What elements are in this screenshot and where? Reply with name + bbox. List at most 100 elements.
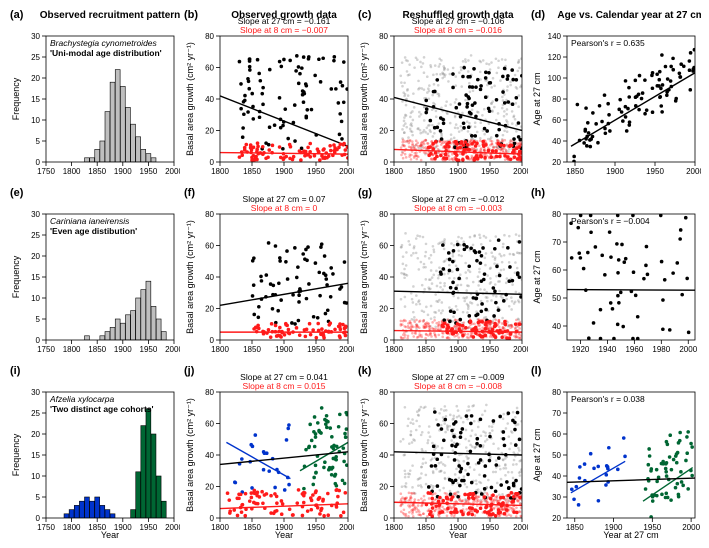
svg-text:Basal area growth (cm² yr⁻¹): Basal area growth (cm² yr⁻¹) bbox=[359, 220, 369, 334]
svg-text:Year: Year bbox=[101, 530, 119, 540]
svg-text:1750: 1750 bbox=[37, 167, 55, 176]
svg-text:5: 5 bbox=[36, 315, 41, 324]
svg-text:60: 60 bbox=[552, 116, 561, 125]
svg-text:1900: 1900 bbox=[114, 345, 132, 354]
svg-text:Age at 27 cm: Age at 27 cm bbox=[532, 250, 542, 303]
svg-text:(f): (f) bbox=[184, 187, 195, 199]
svg-text:60: 60 bbox=[379, 64, 388, 73]
svg-text:2000: 2000 bbox=[339, 345, 354, 354]
svg-text:1950: 1950 bbox=[307, 167, 325, 176]
svg-text:Brachystegia cynometroides: Brachystegia cynometroides bbox=[50, 38, 158, 48]
panel-j: (j)Slope at 27 cm = 0.041Slope at 8 cm =… bbox=[182, 364, 354, 540]
svg-text:10: 10 bbox=[31, 472, 40, 481]
svg-text:Basal area growth (cm² yr⁻¹): Basal area growth (cm² yr⁻¹) bbox=[185, 398, 195, 512]
svg-text:60: 60 bbox=[552, 266, 561, 275]
svg-text:25: 25 bbox=[31, 231, 40, 240]
svg-text:(b): (b) bbox=[184, 9, 198, 21]
svg-text:Year: Year bbox=[448, 530, 466, 540]
svg-text:(d): (d) bbox=[531, 9, 545, 21]
svg-text:Cariniana ianeirensis: Cariniana ianeirensis bbox=[50, 216, 130, 226]
panel-d: (d)Age vs. Calendar year at 27 cmPearson… bbox=[529, 8, 701, 184]
panel-c: (c)Reshuffled growth dataSlope at 27 cm … bbox=[356, 8, 528, 184]
svg-text:0: 0 bbox=[383, 514, 388, 523]
svg-text:2000: 2000 bbox=[165, 345, 180, 354]
svg-text:Basal area growth (cm² yr⁻¹): Basal area growth (cm² yr⁻¹) bbox=[359, 398, 369, 512]
svg-text:1850: 1850 bbox=[566, 167, 584, 176]
svg-text:2000: 2000 bbox=[165, 523, 180, 532]
panel-e: (e)Cariniana ianeirensis'Even age distib… bbox=[8, 186, 180, 362]
svg-text:120: 120 bbox=[548, 53, 562, 62]
svg-text:0: 0 bbox=[36, 514, 41, 523]
svg-text:Frequency: Frequency bbox=[11, 255, 21, 298]
svg-text:1850: 1850 bbox=[417, 523, 435, 532]
svg-text:0: 0 bbox=[383, 336, 388, 345]
svg-text:1950: 1950 bbox=[481, 167, 499, 176]
svg-text:140: 140 bbox=[548, 32, 562, 41]
svg-text:(k): (k) bbox=[358, 365, 372, 377]
svg-text:20: 20 bbox=[379, 305, 388, 314]
svg-text:30: 30 bbox=[31, 210, 40, 219]
svg-text:60: 60 bbox=[205, 242, 214, 251]
svg-text:1940: 1940 bbox=[599, 345, 617, 354]
svg-text:(i): (i) bbox=[10, 365, 21, 377]
svg-text:20: 20 bbox=[552, 158, 561, 167]
svg-text:Slope at 8 cm = 0: Slope at 8 cm = 0 bbox=[251, 203, 318, 213]
svg-text:(g): (g) bbox=[358, 187, 372, 199]
panel-f: (f)Slope at 27 cm = 0.07Slope at 8 cm = … bbox=[182, 186, 354, 362]
svg-text:1950: 1950 bbox=[481, 345, 499, 354]
svg-text:50: 50 bbox=[552, 451, 561, 460]
svg-text:40: 40 bbox=[205, 95, 214, 104]
svg-text:2000: 2000 bbox=[680, 345, 698, 354]
svg-text:40: 40 bbox=[379, 95, 388, 104]
svg-text:40: 40 bbox=[552, 472, 561, 481]
svg-text:Basal area growth (cm² yr⁻¹): Basal area growth (cm² yr⁻¹) bbox=[185, 220, 195, 334]
svg-text:80: 80 bbox=[379, 210, 388, 219]
svg-text:80: 80 bbox=[205, 32, 214, 41]
svg-text:80: 80 bbox=[552, 388, 561, 397]
svg-text:Year at 27 cm: Year at 27 cm bbox=[604, 530, 659, 540]
svg-text:1800: 1800 bbox=[385, 523, 403, 532]
svg-text:2000: 2000 bbox=[165, 167, 180, 176]
svg-text:1960: 1960 bbox=[626, 345, 644, 354]
svg-text:20: 20 bbox=[31, 430, 40, 439]
svg-text:1800: 1800 bbox=[63, 167, 81, 176]
svg-text:40: 40 bbox=[205, 273, 214, 282]
svg-text:0: 0 bbox=[36, 336, 41, 345]
svg-text:1800: 1800 bbox=[211, 345, 229, 354]
svg-text:25: 25 bbox=[31, 53, 40, 62]
svg-text:20: 20 bbox=[31, 74, 40, 83]
svg-text:Age at 27 cm: Age at 27 cm bbox=[532, 72, 542, 125]
svg-text:'Two distinct age cohorts': 'Two distinct age cohorts' bbox=[50, 404, 154, 414]
panel-l: (l)Pearson's r = 0.038185019001950200020… bbox=[529, 364, 701, 540]
svg-text:(c): (c) bbox=[358, 9, 372, 21]
svg-text:1850: 1850 bbox=[243, 345, 261, 354]
svg-text:1800: 1800 bbox=[63, 523, 81, 532]
svg-text:1800: 1800 bbox=[385, 345, 403, 354]
svg-text:15: 15 bbox=[31, 95, 40, 104]
svg-text:40: 40 bbox=[379, 451, 388, 460]
svg-text:1950: 1950 bbox=[307, 345, 325, 354]
svg-text:1950: 1950 bbox=[140, 167, 158, 176]
svg-text:0: 0 bbox=[36, 158, 41, 167]
svg-text:(e): (e) bbox=[10, 187, 24, 199]
svg-text:1900: 1900 bbox=[449, 167, 467, 176]
svg-text:1750: 1750 bbox=[37, 523, 55, 532]
svg-text:Age at 27 cm: Age at 27 cm bbox=[532, 428, 542, 481]
svg-text:20: 20 bbox=[205, 127, 214, 136]
svg-text:80: 80 bbox=[205, 388, 214, 397]
svg-text:1800: 1800 bbox=[211, 167, 229, 176]
panel-h: (h)Pearson's r = −0.00419201940196019802… bbox=[529, 186, 701, 362]
svg-text:1900: 1900 bbox=[275, 345, 293, 354]
svg-text:20: 20 bbox=[379, 483, 388, 492]
panel-k: (k)Slope at 27 cm = −0.009Slope at 8 cm … bbox=[356, 364, 528, 540]
svg-text:40: 40 bbox=[552, 322, 561, 331]
svg-text:60: 60 bbox=[205, 420, 214, 429]
svg-text:10: 10 bbox=[31, 294, 40, 303]
svg-text:Slope at 8 cm = −0.008: Slope at 8 cm = −0.008 bbox=[414, 381, 502, 391]
svg-text:Basal area growth (cm² yr⁻¹): Basal area growth (cm² yr⁻¹) bbox=[359, 42, 369, 156]
svg-text:100: 100 bbox=[548, 74, 562, 83]
svg-text:20: 20 bbox=[31, 252, 40, 261]
svg-text:80: 80 bbox=[552, 95, 561, 104]
svg-text:2000: 2000 bbox=[513, 345, 528, 354]
svg-text:80: 80 bbox=[379, 388, 388, 397]
